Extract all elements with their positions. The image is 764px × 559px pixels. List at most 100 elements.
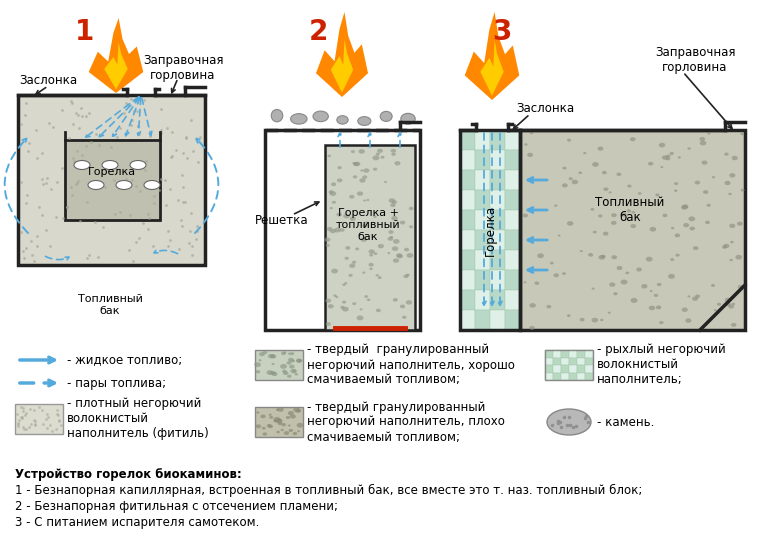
Ellipse shape <box>290 364 295 368</box>
Ellipse shape <box>342 283 346 286</box>
Ellipse shape <box>724 302 731 306</box>
Ellipse shape <box>396 253 402 258</box>
Ellipse shape <box>274 419 278 423</box>
Ellipse shape <box>336 212 342 216</box>
Ellipse shape <box>357 315 364 320</box>
Bar <box>505 290 520 310</box>
Ellipse shape <box>256 411 260 414</box>
Bar <box>18 95 205 265</box>
Ellipse shape <box>377 244 384 248</box>
Ellipse shape <box>393 258 399 263</box>
Ellipse shape <box>737 221 743 226</box>
Ellipse shape <box>393 298 398 302</box>
Ellipse shape <box>268 425 273 428</box>
Ellipse shape <box>280 364 287 369</box>
Bar <box>460 170 475 190</box>
Ellipse shape <box>368 263 374 267</box>
Ellipse shape <box>374 252 377 255</box>
Ellipse shape <box>674 182 678 185</box>
Ellipse shape <box>361 237 367 242</box>
Ellipse shape <box>384 181 387 183</box>
Ellipse shape <box>362 272 365 274</box>
Ellipse shape <box>329 190 334 194</box>
Ellipse shape <box>600 319 604 321</box>
Bar <box>545 365 553 372</box>
Ellipse shape <box>400 305 405 309</box>
Bar <box>475 190 490 210</box>
Ellipse shape <box>369 268 373 270</box>
Bar <box>505 130 520 150</box>
Ellipse shape <box>269 414 272 416</box>
Ellipse shape <box>290 369 297 373</box>
Text: Горелка +
топливный
бак: Горелка + топливный бак <box>335 209 400 241</box>
Ellipse shape <box>701 160 707 165</box>
Ellipse shape <box>387 252 390 254</box>
Text: 3 - С питанием испарителя самотеком.: 3 - С питанием испарителя самотеком. <box>15 516 259 529</box>
Ellipse shape <box>295 373 298 376</box>
Bar <box>569 350 577 358</box>
Text: Горелка: Горелка <box>88 167 136 177</box>
Ellipse shape <box>288 358 294 362</box>
Bar <box>569 365 577 372</box>
Ellipse shape <box>683 223 689 228</box>
Ellipse shape <box>741 189 745 192</box>
Bar <box>475 170 490 190</box>
Ellipse shape <box>259 352 265 356</box>
Ellipse shape <box>271 363 274 365</box>
Bar <box>585 365 593 372</box>
Ellipse shape <box>725 297 732 302</box>
Ellipse shape <box>390 236 393 239</box>
Bar <box>460 230 475 250</box>
Ellipse shape <box>293 408 300 413</box>
Ellipse shape <box>283 352 286 354</box>
Text: - плотный негорючий
волокнистый
наполнитель (фитиль): - плотный негорючий волокнистый наполнит… <box>67 397 209 440</box>
Ellipse shape <box>287 375 292 378</box>
Bar <box>553 350 561 358</box>
Ellipse shape <box>345 246 351 250</box>
Ellipse shape <box>669 152 674 155</box>
Ellipse shape <box>659 143 665 148</box>
Ellipse shape <box>659 321 664 324</box>
Ellipse shape <box>352 302 356 305</box>
Ellipse shape <box>406 300 412 305</box>
Ellipse shape <box>611 255 617 259</box>
Text: - камень.: - камень. <box>597 415 655 429</box>
Bar <box>255 407 303 437</box>
Ellipse shape <box>657 283 662 286</box>
Ellipse shape <box>666 154 671 158</box>
Ellipse shape <box>593 231 597 234</box>
Ellipse shape <box>630 224 636 228</box>
Ellipse shape <box>263 433 267 435</box>
Ellipse shape <box>342 307 348 311</box>
Bar <box>545 372 553 380</box>
Ellipse shape <box>730 241 733 243</box>
Bar <box>505 190 520 210</box>
Ellipse shape <box>674 190 678 192</box>
Ellipse shape <box>258 359 261 362</box>
Ellipse shape <box>357 191 363 196</box>
Ellipse shape <box>335 296 338 298</box>
Ellipse shape <box>291 359 295 362</box>
Ellipse shape <box>293 432 297 435</box>
Ellipse shape <box>331 182 336 186</box>
Ellipse shape <box>648 162 653 165</box>
Ellipse shape <box>359 178 366 183</box>
Bar <box>505 270 520 290</box>
Ellipse shape <box>613 292 617 295</box>
Ellipse shape <box>553 273 559 277</box>
Ellipse shape <box>609 282 615 287</box>
Bar <box>585 372 593 380</box>
Ellipse shape <box>270 371 276 375</box>
Bar <box>255 350 303 380</box>
Ellipse shape <box>406 253 413 258</box>
Ellipse shape <box>116 181 132 190</box>
Bar <box>569 358 577 365</box>
Ellipse shape <box>535 282 539 285</box>
Ellipse shape <box>620 212 626 216</box>
Ellipse shape <box>546 305 552 309</box>
Ellipse shape <box>724 181 730 185</box>
Ellipse shape <box>276 409 279 411</box>
Ellipse shape <box>732 302 735 305</box>
Ellipse shape <box>358 149 365 154</box>
Bar <box>545 350 553 358</box>
